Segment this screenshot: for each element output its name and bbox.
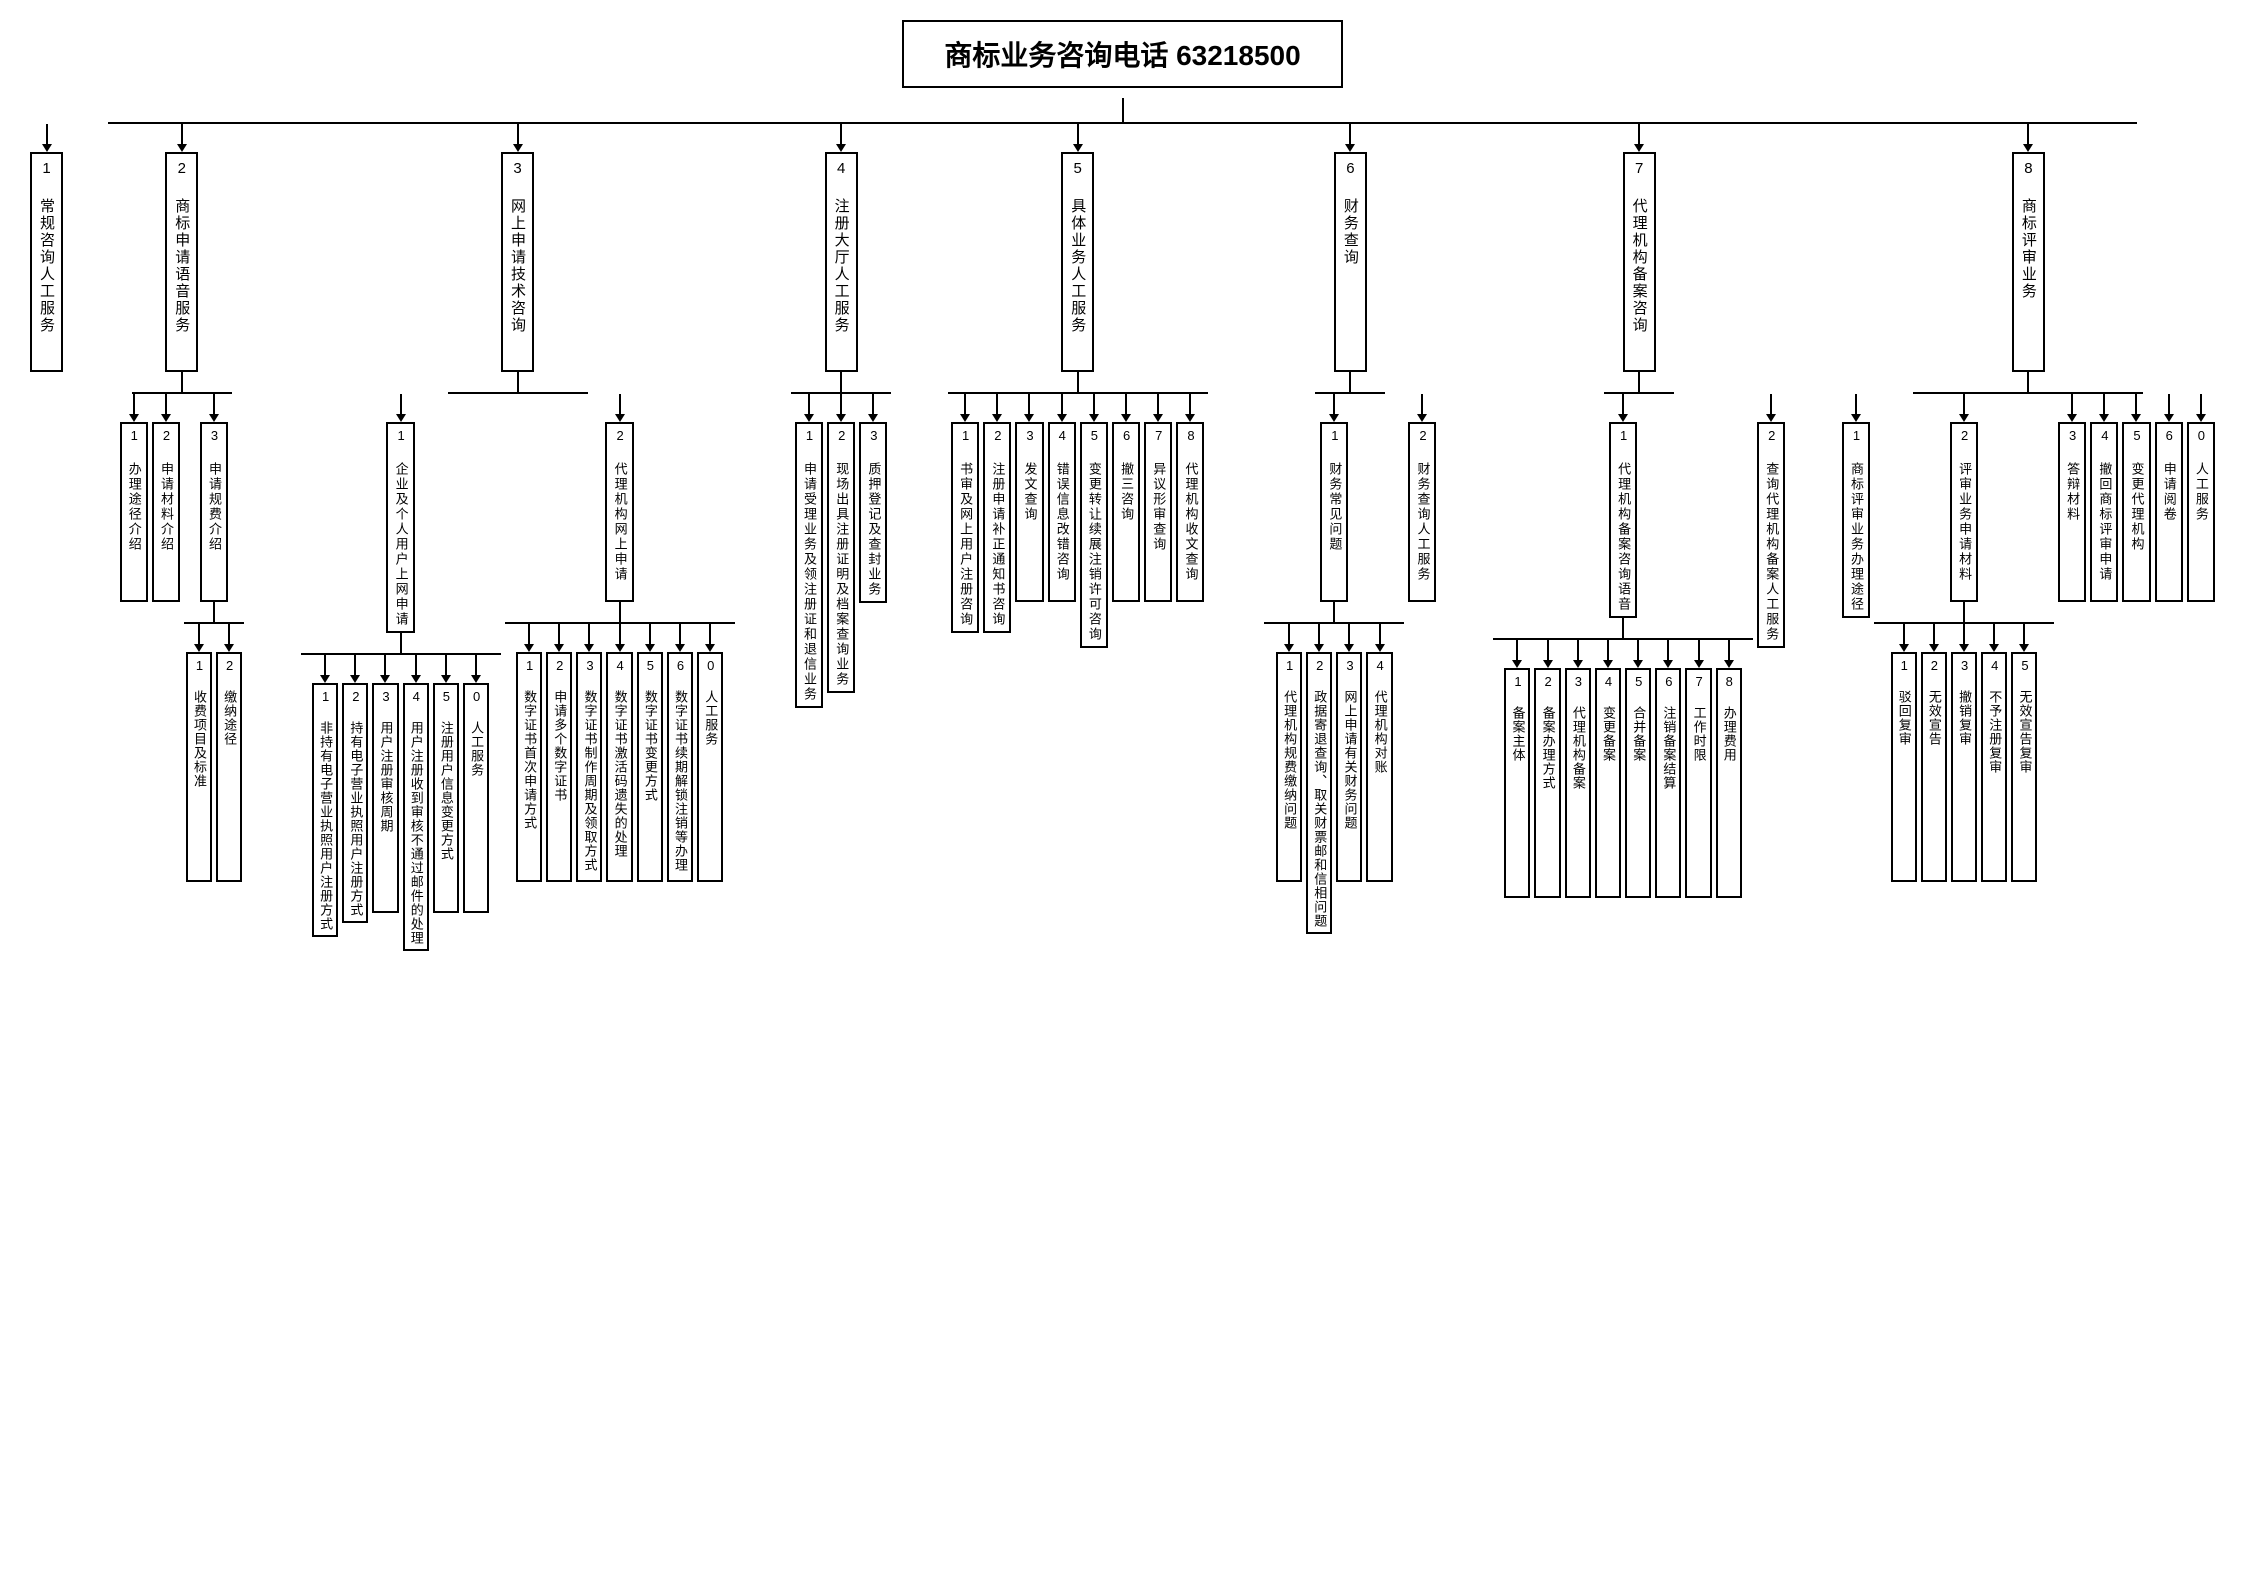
node-8-1: 1 商标评审业务办理途径 <box>1842 422 1870 618</box>
node-3-1-0: 0 人工服务 <box>463 683 489 913</box>
node-8-3: 3 答辩材料 <box>2058 422 2086 602</box>
node-5-5: 5 变更转让续展注销许可咨询 <box>1080 422 1108 648</box>
node-2-2: 2 申请材料介绍 <box>152 422 180 602</box>
node-7-1-7: 7 工作时限 <box>1685 668 1711 898</box>
node-3-1-3: 3 用户注册审核周期 <box>372 683 398 913</box>
node-3-2-4: 4 数字证书激活码遗失的处理 <box>606 652 632 882</box>
node-3-2-3: 3 数字证书制作周期及领取方式 <box>576 652 602 882</box>
node-8-2: 2 评审业务申请材料 <box>1950 422 1978 602</box>
org-tree: 商标业务咨询电话 63218500 1 常规咨询人工服务 2 商标申请语音服务 … <box>20 20 2225 951</box>
branch-1: 1 常规咨询人工服务 <box>30 124 63 372</box>
node-3-1-5: 5 注册用户信息变更方式 <box>433 683 459 913</box>
connector <box>1122 98 1124 122</box>
node-5-3: 3 发文查询 <box>1015 422 1043 602</box>
branch-8: 8 商标评审业务 1 商标评审业务办理途径 2 评审业务申请材料 1 驳回复审 … <box>1842 124 2215 882</box>
node-8-e-1: 1 驳回复审 <box>1891 652 1917 882</box>
level1-row: 1 常规咨询人工服务 2 商标申请语音服务 1 办理途径介绍 2 申请材料介绍 … <box>20 124 2225 951</box>
node-6-1: 1 财务常见问题 <box>1320 422 1348 602</box>
node-3-2-1: 1 数字证书首次申请方式 <box>516 652 542 882</box>
branch-2: 2 商标申请语音服务 1 办理途径介绍 2 申请材料介绍 3 申请规费介绍 1 … <box>120 124 244 882</box>
branch-3: 3 网上申请技术咨询 1 企业及个人用户上网申请 1 非持有电子营业执照用户注册… <box>301 124 735 951</box>
node-2-3-2: 2 缴纳途径 <box>216 652 242 882</box>
node-3-2-0: 0 人工服务 <box>697 652 723 882</box>
node-2-3-1: 1 收费项目及标准 <box>186 652 212 882</box>
node-1: 1 常规咨询人工服务 <box>30 152 63 372</box>
node-7-2: 2 查询代理机构备案人工服务 <box>1757 422 1785 648</box>
node-5: 5 具体业务人工服务 <box>1061 152 1094 372</box>
node-3-1-1: 1 非持有电子营业执照用户注册方式 <box>312 683 338 937</box>
node-7-1-8: 8 办理费用 <box>1716 668 1742 898</box>
node-8-e-5: 5 无效宣告复审 <box>2011 652 2037 882</box>
branch-7: 7 代理机构备案咨询 1 代理机构备案咨询语音 1 备案主体 2 备案办理方式 … <box>1493 124 1785 898</box>
node-2: 2 商标申请语音服务 <box>165 152 198 372</box>
node-4-2: 2 现场出具注册证明及档案查询业务 <box>827 422 855 693</box>
node-7: 7 代理机构备案咨询 <box>1623 152 1656 372</box>
node-8-5: 5 变更代理机构 <box>2122 422 2150 602</box>
node-3-2-6: 6 数字证书续期解锁注销等办理 <box>667 652 693 882</box>
node-2-3: 3 申请规费介绍 <box>200 422 228 602</box>
branch-5: 5 具体业务人工服务 1 书审及网上用户注册咨询 2 注册申请补正通知书咨询 3… <box>948 124 1208 648</box>
node-3: 3 网上申请技术咨询 <box>501 152 534 372</box>
node-3-1-4: 4 用户注册收到审核不通过邮件的处理 <box>403 683 429 951</box>
node-8-e-3: 3 撤销复审 <box>1951 652 1977 882</box>
node-3-2-2: 2 申请多个数字证书 <box>546 652 572 882</box>
node-2-1: 1 办理途径介绍 <box>120 422 148 602</box>
node-5-6: 6 撤三咨询 <box>1112 422 1140 602</box>
node-7-1-4: 4 变更备案 <box>1595 668 1621 898</box>
node-3-1: 1 企业及个人用户上网申请 <box>386 422 414 633</box>
branch-6: 6 财务查询 1 财务常见问题 1 代理机构规费缴纳问题 2 政据寄退查询、取关… <box>1264 124 1436 934</box>
node-4: 4 注册大厅人工服务 <box>825 152 858 372</box>
node-5-7: 7 异议形审查询 <box>1144 422 1172 602</box>
node-7-1-6: 6 注销备案结算 <box>1655 668 1681 898</box>
node-7-1-2: 2 备案办理方式 <box>1534 668 1560 898</box>
node-8-e-2: 2 无效宣告 <box>1921 652 1947 882</box>
node-7-1: 1 代理机构备案咨询语音 <box>1609 422 1637 618</box>
node-7-1-5: 5 合并备案 <box>1625 668 1651 898</box>
node-5-8: 8 代理机构收文查询 <box>1176 422 1204 602</box>
node-8-4: 4 撤回商标评审申请 <box>2090 422 2118 602</box>
node-5-1: 1 书审及网上用户注册咨询 <box>951 422 979 633</box>
node-8-0: 0 人工服务 <box>2187 422 2215 602</box>
root-title: 商标业务咨询电话 63218500 <box>902 20 1342 88</box>
node-6-1-1: 1 代理机构规费缴纳问题 <box>1276 652 1302 882</box>
node-8-6: 6 申请阅卷 <box>2155 422 2183 602</box>
node-7-1-3: 3 代理机构备案 <box>1565 668 1591 898</box>
b2-row: 1 办理途径介绍 2 申请材料介绍 3 申请规费介绍 1 收费项目及标准 2 缴… <box>120 394 244 882</box>
node-3-2-5: 5 数字证书变更方式 <box>637 652 663 882</box>
node-8-e-4: 4 不予注册复审 <box>1981 652 2007 882</box>
branch-4: 4 注册大厅人工服务 1 申请受理业务及领注册证和退信业务 2 现场出具注册证明… <box>791 124 891 708</box>
node-4-1: 1 申请受理业务及领注册证和退信业务 <box>795 422 823 708</box>
node-5-4: 4 错误信息改错咨询 <box>1048 422 1076 602</box>
node-8: 8 商标评审业务 <box>2012 152 2045 372</box>
node-6-2: 2 财务查询人工服务 <box>1408 422 1436 602</box>
node-3-1-2: 2 持有电子营业执照用户注册方式 <box>342 683 368 923</box>
node-6-1-2: 2 政据寄退查询、取关财票邮和信相问题 <box>1306 652 1332 934</box>
node-7-1-1: 1 备案主体 <box>1504 668 1530 898</box>
node-3-2: 2 代理机构网上申请 <box>605 422 633 602</box>
node-6-1-3: 3 网上申请有关财务问题 <box>1336 652 1362 882</box>
node-5-2: 2 注册申请补正通知书咨询 <box>983 422 1011 633</box>
node-6: 6 财务查询 <box>1334 152 1367 372</box>
node-6-1-4: 4 代理机构对账 <box>1366 652 1392 882</box>
node-4-3: 3 质押登记及查封业务 <box>859 422 887 603</box>
